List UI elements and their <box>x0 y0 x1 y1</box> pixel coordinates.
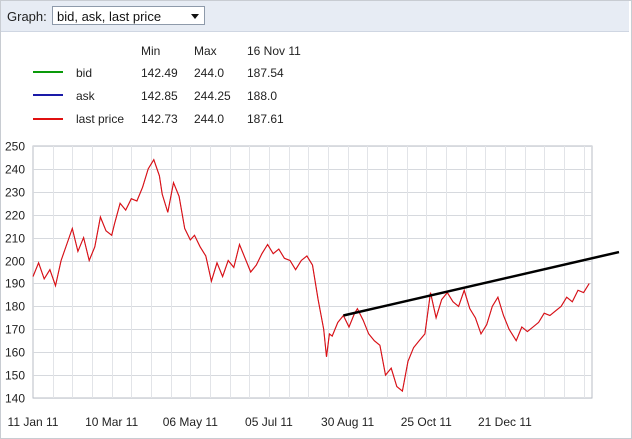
legend-min-value: 142.73 <box>141 112 178 126</box>
y-tick-label: 250 <box>5 140 25 154</box>
ask-swatch <box>33 94 63 96</box>
last-price-series-line <box>32 158 590 393</box>
y-tick-label: 230 <box>5 186 25 200</box>
y-tick-label: 210 <box>5 232 25 246</box>
graph-toolbar: Graph: bid, ask, last price <box>1 1 629 32</box>
legend-header-min: Min <box>141 44 161 58</box>
x-tick-label: 25 Oct 11 <box>401 415 452 429</box>
last-price-swatch <box>33 118 63 120</box>
legend-series-name: bid <box>76 66 93 80</box>
legend-max-value: 244.0 <box>194 66 225 80</box>
x-tick-label: 05 Jul 11 <box>245 415 293 429</box>
legend-header-max: Max <box>194 44 217 58</box>
legend-header-date: 16 Nov 11 <box>247 44 301 58</box>
x-tick-label: 30 Aug 11 <box>321 415 374 429</box>
legend-current-value: 188.0 <box>247 89 278 103</box>
y-tick-label: 240 <box>5 163 25 177</box>
y-tick-label: 160 <box>5 346 25 360</box>
trend-line <box>343 250 620 317</box>
bid-swatch <box>33 71 63 73</box>
legend-max-value: 244.0 <box>194 112 225 126</box>
chevron-down-icon[interactable] <box>191 14 199 19</box>
x-tick-label: 06 May 11 <box>163 415 218 429</box>
y-tick-label: 140 <box>5 392 25 406</box>
series-legend: Min Max 16 Nov 11 bid 142.49 244.0 187.5… <box>0 32 630 132</box>
y-tick-label: 180 <box>5 300 25 314</box>
graph-label: Graph: <box>7 9 47 24</box>
x-tick-label: 10 Mar 11 <box>85 415 138 429</box>
y-tick-label: 200 <box>5 255 25 269</box>
y-tick-label: 150 <box>5 369 25 383</box>
x-tick-label: 11 Jan 11 <box>8 415 59 429</box>
plot-area <box>32 145 593 399</box>
y-tick-label: 190 <box>5 277 25 291</box>
legend-min-value: 142.49 <box>141 66 178 80</box>
legend-current-value: 187.54 <box>247 66 284 80</box>
y-tick-label: 220 <box>5 209 25 223</box>
graph-series-select-value: bid, ask, last price <box>57 9 162 24</box>
x-tick-label: 21 Dec 11 <box>478 415 532 429</box>
legend-current-value: 187.61 <box>247 112 284 126</box>
graph-series-select[interactable]: bid, ask, last price <box>52 6 205 25</box>
legend-series-name: ask <box>76 89 95 103</box>
legend-series-name: last price <box>76 112 125 126</box>
legend-min-value: 142.85 <box>141 89 178 103</box>
y-tick-label: 170 <box>5 323 25 337</box>
legend-max-value: 244.25 <box>194 89 231 103</box>
